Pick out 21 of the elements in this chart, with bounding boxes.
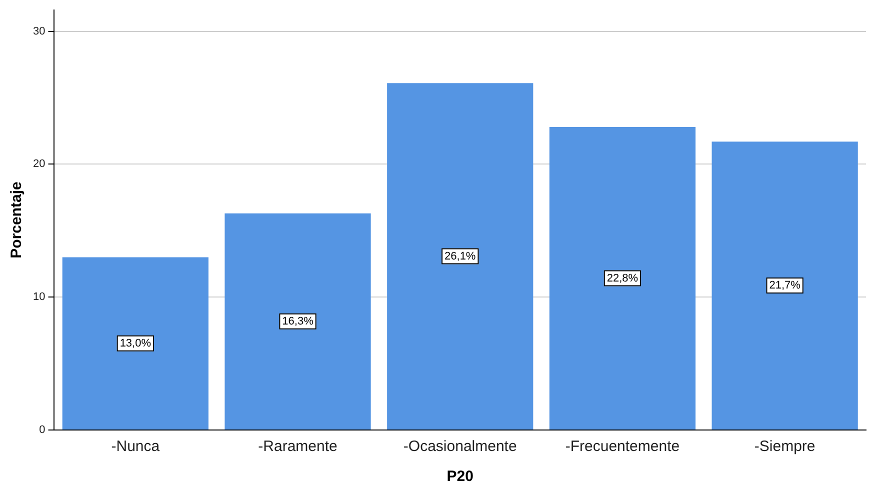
- data-label: 26,1%: [444, 250, 476, 262]
- x-tick-label: -Frecuentemente: [565, 438, 680, 456]
- y-tick-label: 0: [39, 424, 46, 436]
- y-tick-label: 30: [32, 25, 46, 38]
- data-label: 13,0%: [120, 337, 152, 350]
- x-tick-label: -Ocasionalmente: [403, 438, 517, 456]
- bar: [387, 83, 534, 430]
- data-label: 21,7%: [769, 280, 801, 292]
- x-tick-label: -Nunca: [111, 438, 160, 456]
- x-tick-label: -Siempre: [754, 438, 816, 456]
- x-axis-title: P20: [446, 468, 474, 486]
- data-label: 16,3%: [282, 315, 314, 328]
- y-axis-title: Porcentaje: [8, 182, 26, 258]
- bar: [712, 142, 858, 430]
- bar: [224, 213, 371, 430]
- x-tick-label: -Raramente: [258, 438, 338, 456]
- bar: [62, 257, 208, 430]
- y-tick-label: 20: [32, 158, 46, 170]
- data-label: 22,8%: [606, 272, 638, 284]
- bar: [549, 126, 696, 430]
- y-tick-label: 10: [32, 291, 46, 304]
